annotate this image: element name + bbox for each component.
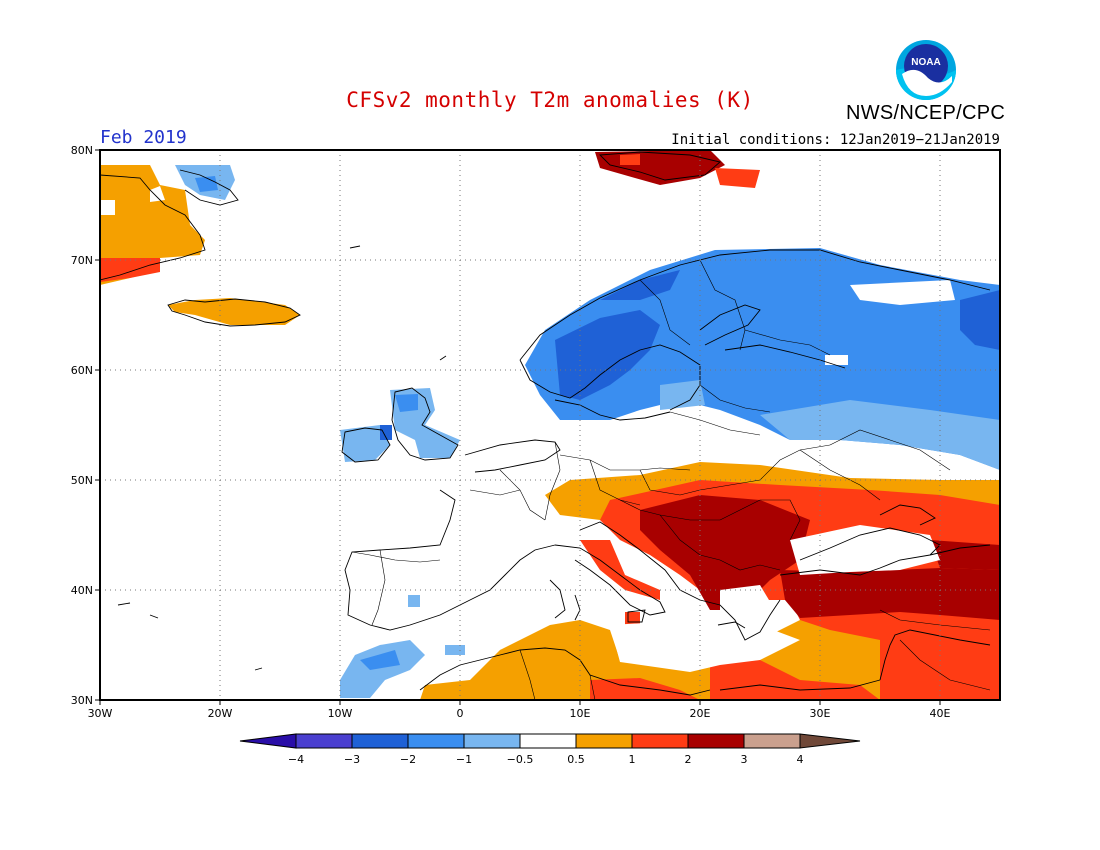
initial-conditions: Initial conditions: 12Jan2019−21Jan2019: [671, 132, 1000, 148]
lat-label: 30N: [71, 694, 93, 707]
colorbar-bin: [519, 733, 577, 749]
noaa-logo-text: NOAA: [911, 57, 940, 68]
colorbar-tick-label: 1: [629, 753, 636, 766]
iberia-cold-region: [340, 595, 465, 698]
colorbar-bin: [463, 733, 521, 749]
colorbar-bin: [575, 733, 633, 749]
lat-label: 70N: [71, 254, 93, 267]
lon-label: 30E: [810, 707, 831, 720]
lon-label: 20E: [690, 707, 711, 720]
longitude-labels: 30W 20W 10W 0 10E 20E 30E 40E: [88, 707, 951, 720]
near-normal-regions: [495, 525, 940, 700]
lat-label: 50N: [71, 474, 93, 487]
uk-cold-region: [340, 388, 460, 462]
colorbar-arrow-high: [799, 733, 861, 749]
colorbar-tick-label: −2: [400, 753, 416, 766]
colorbar-tick-label: −1: [456, 753, 472, 766]
chart-title: CFSv2 monthly T2m anomalies (K): [346, 88, 754, 112]
colorbar: −4 −3 −2 −1 −0.5 0.5 1 2 3 4: [239, 733, 861, 766]
map-frame: [99, 149, 1001, 701]
colorbar-bin: [743, 733, 801, 749]
lon-label: 20W: [208, 707, 233, 720]
colorbar-bin: [351, 733, 409, 749]
country-borders: [351, 259, 991, 700]
colorbar-tick-label: 4: [797, 753, 804, 766]
colorbar-tick-label: −0.5: [507, 753, 534, 766]
graticule: [100, 150, 1000, 700]
latitude-labels: 80N 70N 60N 50N 40N 30N: [71, 144, 93, 707]
colorbar-bin: [687, 733, 745, 749]
axis-ticks: [95, 149, 941, 705]
forecast-month: Feb 2019: [100, 127, 187, 148]
agency-label: NWS/NCEP/CPC: [846, 102, 1006, 124]
greenland-warm-region: [100, 165, 235, 285]
lat-label: 60N: [71, 364, 93, 377]
lon-label: 0: [457, 707, 464, 720]
colorbar-tick-label: −4: [288, 753, 304, 766]
lon-label: 40E: [930, 707, 951, 720]
anomaly-field: [100, 150, 1000, 700]
colorbar-tick-label: −3: [344, 753, 360, 766]
svalbard-warm-region: [595, 150, 760, 188]
lon-label: 30W: [88, 707, 113, 720]
lat-label: 40N: [71, 584, 93, 597]
lon-label: 10W: [328, 707, 353, 720]
colorbar-tick-label: 2: [685, 753, 692, 766]
iceland-warm-region: [168, 298, 300, 325]
colorbar-tick-label: 3: [741, 753, 748, 766]
lon-label: 10E: [570, 707, 591, 720]
colorbar-bin: [631, 733, 689, 749]
noaa-logo-icon: NOAA: [896, 40, 956, 100]
colorbar-tick-label: 0.5: [567, 753, 585, 766]
lat-label: 80N: [71, 144, 93, 157]
colorbar-bin: [295, 733, 353, 749]
colorbar-arrow-low: [239, 733, 297, 749]
northeast-cold-region: [525, 248, 1000, 470]
colorbar-bin: [407, 733, 465, 749]
